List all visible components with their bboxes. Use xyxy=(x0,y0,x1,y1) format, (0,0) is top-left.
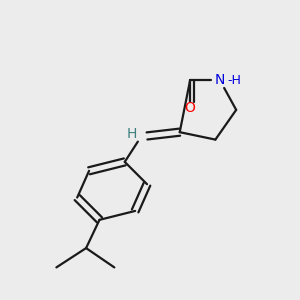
Text: O: O xyxy=(185,101,196,116)
Text: H: H xyxy=(126,127,136,141)
Text: -H: -H xyxy=(227,74,241,87)
Text: N: N xyxy=(215,73,225,87)
